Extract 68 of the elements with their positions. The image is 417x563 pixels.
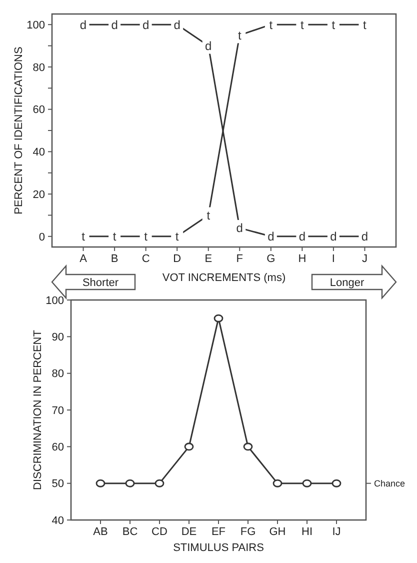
x-tick-label: AB: [93, 526, 108, 538]
y-tick-label: 60: [32, 104, 45, 116]
text: t: [82, 230, 85, 244]
point: [184, 442, 194, 451]
x-tick-label: J: [362, 253, 368, 265]
point: [154, 479, 164, 488]
point: [302, 479, 312, 488]
x-tick-label: EF: [211, 526, 226, 538]
x-axis-title: STIMULUS PAIRS: [173, 542, 264, 554]
y-tick-label: 50: [52, 478, 64, 490]
y-axis-title: PERCENT OF IDENTIFICATIONS: [13, 46, 25, 214]
y-axis-title: DISCRIMINATION IN PERCENT: [32, 330, 44, 490]
text: t: [175, 230, 179, 244]
text: d: [268, 230, 274, 244]
x-tick-label: A: [80, 253, 88, 265]
point: [125, 479, 135, 488]
text: d: [236, 221, 243, 236]
text: d: [361, 230, 368, 244]
x-tick-label: CD: [152, 526, 168, 538]
x-tick-label: DE: [181, 526, 197, 538]
point: [96, 479, 106, 488]
x-tick-label: I: [332, 253, 335, 265]
series-label: t: [238, 28, 242, 42]
text: d: [174, 18, 180, 32]
point: [243, 442, 253, 451]
y-tick-label: 80: [32, 62, 45, 74]
point: [332, 479, 342, 488]
x-tick-label: B: [110, 253, 118, 265]
y-tick-label: 70: [52, 404, 64, 417]
y-tick-label: 20: [32, 188, 45, 201]
y-tick-label: 80: [52, 368, 64, 380]
x-tick-label: BC: [122, 526, 138, 538]
text: Longer: [330, 276, 364, 289]
x-tick-label: E: [204, 253, 212, 265]
y-tick-label: 90: [52, 332, 64, 344]
text: t: [269, 18, 273, 32]
point: [214, 314, 224, 322]
x-tick-label: FG: [240, 526, 256, 538]
text: t: [144, 230, 148, 244]
y-tick-label: 40: [32, 146, 45, 159]
text: d: [142, 18, 150, 32]
x-tick-label: IJ: [332, 526, 341, 538]
y-tick-label: 100: [26, 19, 45, 32]
x-tick-label: G: [266, 253, 276, 265]
point: [272, 479, 282, 488]
y-tick-label: 40: [52, 514, 64, 527]
x-axis-title: VOT INCREMENTS (ms): [162, 272, 286, 284]
text: t: [112, 230, 116, 244]
x-tick-label: HI: [302, 526, 312, 538]
series-label: d: [205, 38, 212, 53]
text: d: [330, 230, 337, 244]
x-tick-label: D: [173, 253, 182, 265]
text: Shorter: [82, 276, 119, 289]
text: t: [363, 18, 366, 32]
text: t: [300, 18, 304, 32]
y-tick-label: 60: [52, 442, 64, 454]
text: t: [332, 18, 336, 32]
y-tick-label: 0: [38, 231, 45, 244]
x-tick-label: GH: [269, 526, 286, 538]
text: d: [298, 230, 306, 244]
x-tick-label: H: [298, 253, 306, 265]
y-tick-label: 100: [46, 294, 64, 307]
x-tick-label: C: [142, 253, 150, 265]
text: t: [206, 208, 210, 222]
x-tick-label: F: [236, 253, 244, 265]
ref-line-label: Chance: [374, 478, 406, 488]
text: d: [80, 18, 87, 32]
text: d: [111, 18, 118, 32]
